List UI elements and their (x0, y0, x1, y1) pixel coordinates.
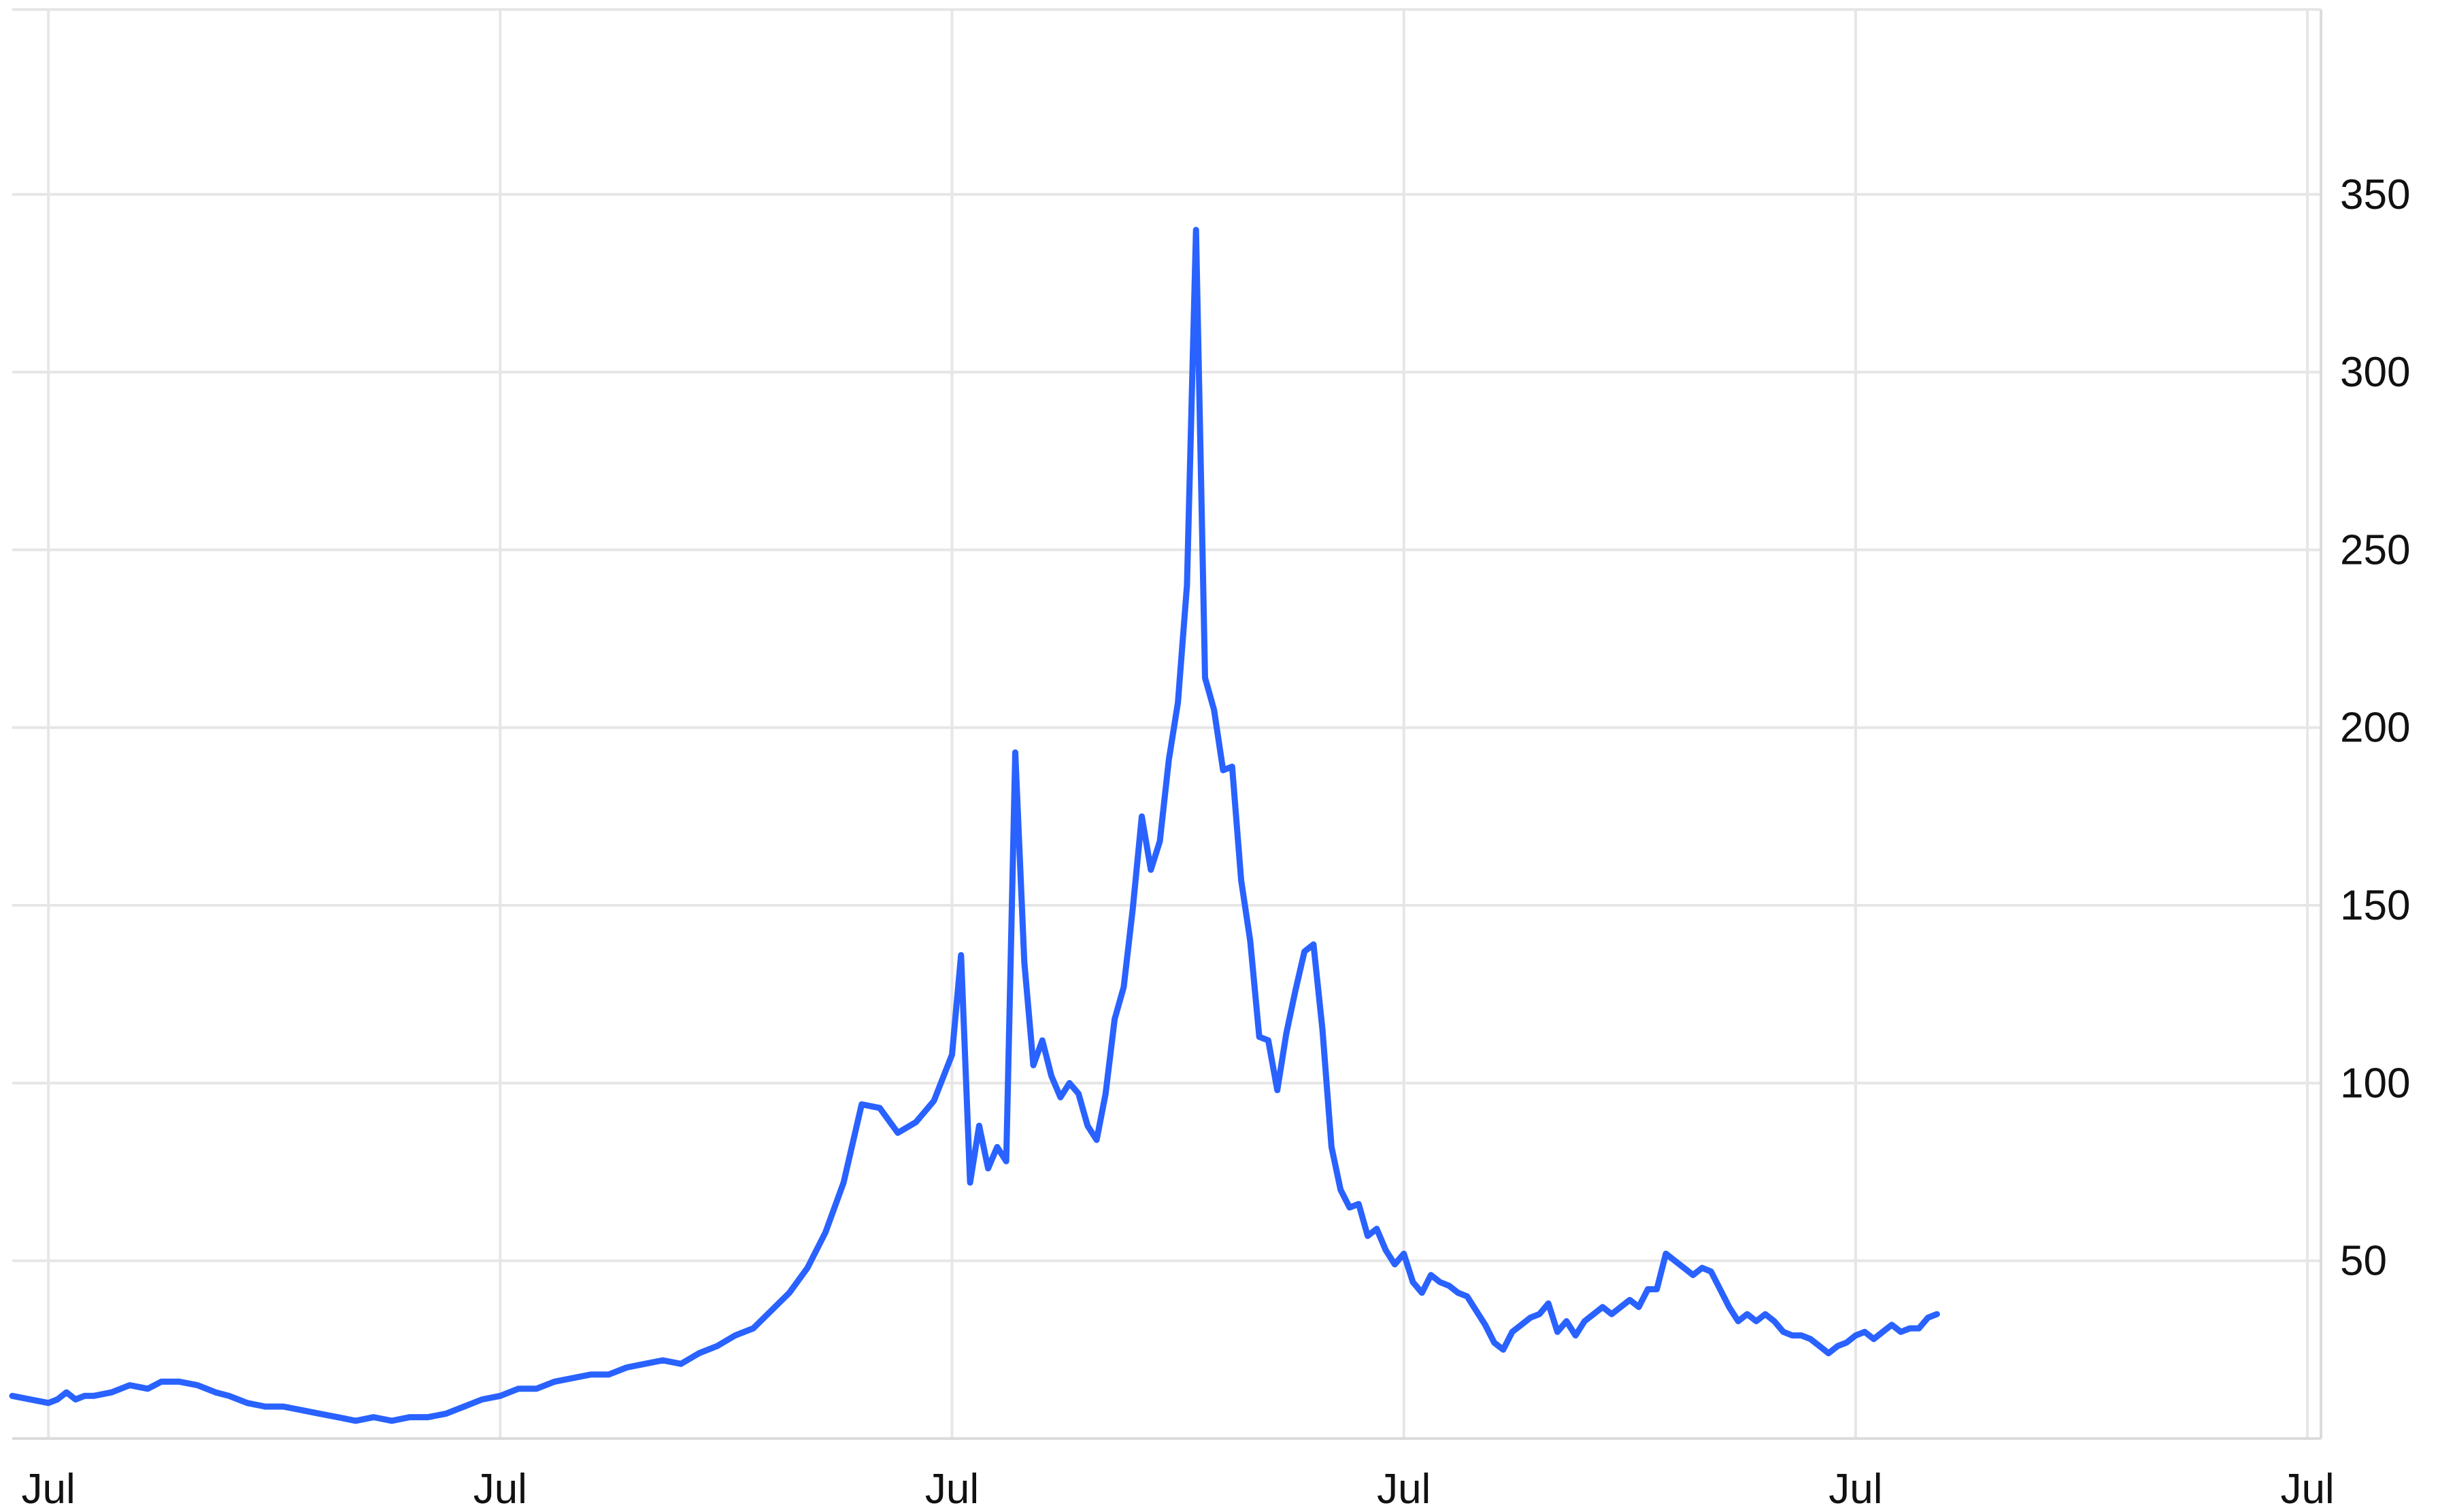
x-tick-label: Jul (1377, 1466, 1431, 1512)
y-tick-label: 50 (2340, 1238, 2387, 1285)
y-tick-label: 100 (2340, 1060, 2410, 1107)
axes (12, 10, 2322, 1440)
y-tick-label: 250 (2340, 526, 2410, 573)
series-line (9, 226, 1940, 1424)
x-tick-label: Jul (1828, 1466, 1882, 1512)
tick-labels: 50 100 150 200 250 300 350 Jul Jul Jul Jul Jul Jul (22, 171, 2411, 1512)
x-tick-label: Jul (925, 1466, 979, 1512)
x-tick-label: Jul (2280, 1466, 2334, 1512)
y-tick-label: 150 (2340, 882, 2410, 929)
y-tick-label: 300 (2340, 349, 2410, 396)
y-tick-label: 200 (2340, 705, 2410, 752)
series-layer (9, 226, 1940, 1424)
x-tick-label: Jul (473, 1466, 527, 1512)
grid (12, 8, 2321, 1439)
x-tick-label: Jul (22, 1466, 76, 1512)
y-tick-label: 350 (2340, 171, 2410, 218)
